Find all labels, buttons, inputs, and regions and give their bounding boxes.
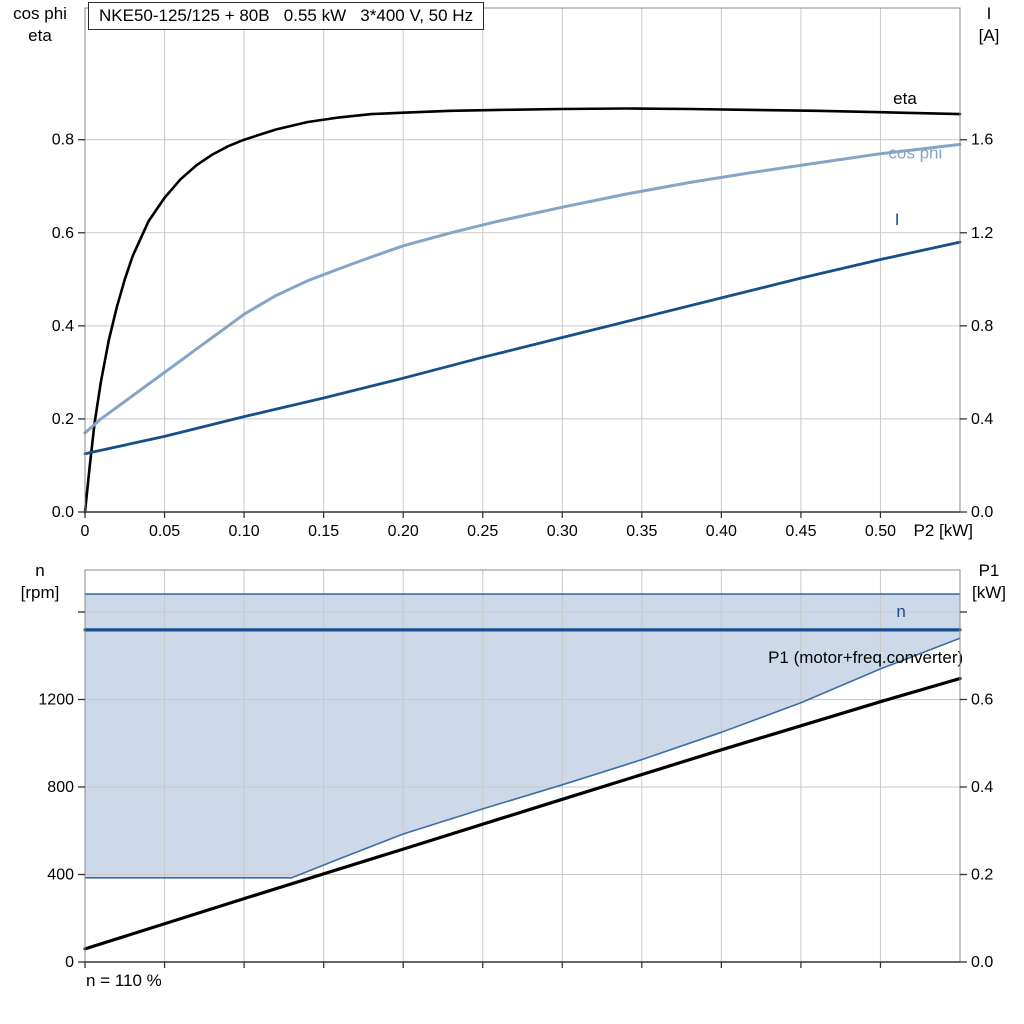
y-right-tick-label: 0.2 [971,867,993,884]
upper-right-axis-title: I [A] [956,3,1022,47]
series-p1 [83,676,962,951]
x-tick-label: 0.40 [706,523,737,540]
upper-chart-svg: eta cos phi I 0 0.05 0.10 0.15 0.20 0.25 0.30 0.35… [52,7,993,540]
x-tick-label: 0.50 [865,523,896,540]
speed-range-band [85,594,960,878]
lower-chart-svg: n P1 (motor+freq.converter) 0 400 800 1200 0.0… [38,569,993,971]
upper-left-axis-title: cos phi eta [0,3,80,47]
x-tick-label: 0.05 [149,523,180,540]
series-label-current: I [895,210,900,229]
y-left-tick-label: 400 [47,867,74,884]
y-left-tick-label: 0 [65,954,74,971]
y-left-tick-label: 1200 [38,692,74,709]
y-right-tick-label: 0.0 [971,504,993,521]
series-eta [83,107,962,514]
series-label-eta: eta [893,89,917,108]
plot-border [84,7,961,513]
y-right-tick-label: 0.6 [971,692,993,709]
y-right-tick-label: 0.4 [971,411,993,428]
lower-right-axis-line1: P1 [978,561,1000,580]
y-right-tick-label: 1.6 [971,132,993,149]
x-tick-label: 0.20 [388,523,419,540]
y-left-tick-label: 0.4 [52,318,74,335]
speed-setting-footnote: n = 110 % [86,971,162,990]
upper-left-axis-line1: cos phi [13,4,67,23]
y-left-tick-label: 0.0 [52,504,74,521]
y-right-tick-label: 0.0 [971,954,993,971]
x-tick-label: 0.15 [308,523,339,540]
series-label-p1: P1 (motor+freq.converter) [768,648,963,667]
y-right-tick-label: 0.8 [971,318,993,335]
series-current [83,240,962,456]
upper-right-axis-line2: [A] [978,26,1000,45]
lower-right-axis-line2: [kW] [972,583,1006,602]
lower-right-axis-title: P1 [kW] [956,560,1022,604]
lower-left-axis-line2: [rpm] [20,583,60,602]
x-tick-label: 0.25 [467,523,498,540]
x-tick-label: 0 [81,523,90,540]
speed-range-lower-edge [85,637,961,879]
y-right-tick-label: 1.2 [971,225,993,242]
y-left-tick-label: 800 [47,779,74,796]
x-tick-label: 0.10 [229,523,260,540]
chart-title: NKE50-125/125 + 80B 0.55 kW 3*400 V, 50 … [88,2,485,30]
y-right-tick-label: 0.4 [971,779,993,796]
y-left-tick-label: 0.8 [52,132,74,149]
x-tick-label: 0.45 [785,523,816,540]
series-cos-phi [83,142,962,435]
x-tick-label: 0.30 [547,523,578,540]
x-axis-title: P2 [kW] [913,521,973,540]
upper-right-axis-line1: I [986,4,992,23]
y-left-tick-label: 0.6 [52,225,74,242]
lower-left-axis-line1: n [35,561,45,580]
lower-left-axis-title: n [rpm] [0,560,80,604]
y-left-tick-label: 0.2 [52,411,74,428]
series-label-cos-phi: cos phi [888,143,942,162]
series-label-speed: n [896,602,905,621]
upper-left-axis-line2: eta [28,26,52,45]
x-tick-label: 0.35 [626,523,657,540]
